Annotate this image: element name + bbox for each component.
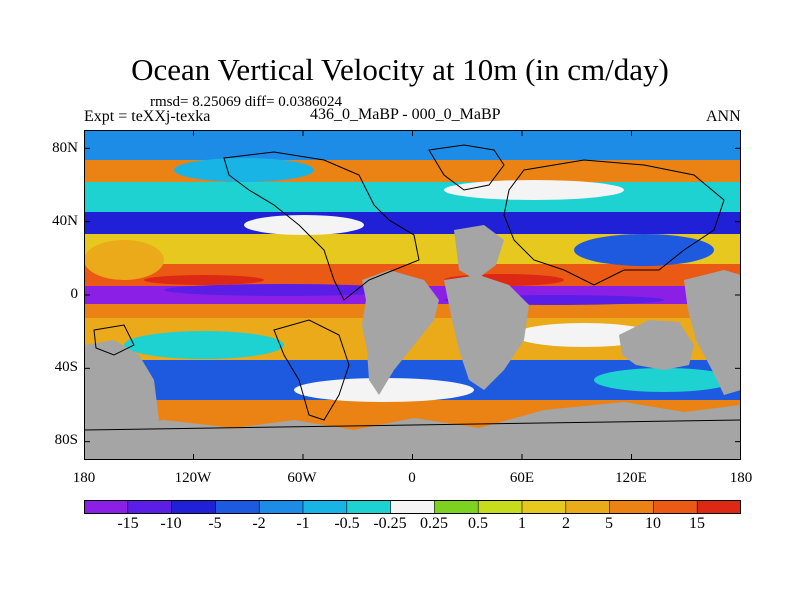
colorbar-swatch [653,500,698,514]
colorbar-label: 1 [518,515,526,532]
continent-south-2 [454,225,504,280]
antarctica [84,402,741,460]
colorbar-label: -15 [117,515,139,532]
lat-label: 80S [54,432,78,448]
colorbar-swatch [259,500,304,514]
rmsd-stats: rmsd= 8.25069 diff= 0.0386024 [150,94,343,110]
field-patch [174,158,314,182]
velocity-map [84,130,741,460]
difference-label: 436_0_MaBP - 000_0_MaBP [310,106,501,123]
continent-west-south [84,340,159,430]
colorbar-label: -2 [252,515,266,532]
coastlines [84,144,741,431]
colorbar-swatch [127,500,173,514]
continent-south-1 [362,270,439,395]
field-patch [514,323,654,347]
continent-southeast [619,320,694,370]
colorbar-swatch [522,500,567,514]
lat-label: 40S [54,359,78,375]
colorbar-swatch [215,500,260,514]
colorbar-swatch [697,500,741,514]
colorbar-label: -1 [296,515,310,532]
field-patch [574,234,714,266]
colorbar-label: -0.5 [334,515,360,532]
continent-east [684,270,741,395]
colorbar-label: 0.25 [420,515,448,532]
coastline [503,159,725,286]
colorbar-label: -10 [160,515,182,532]
colorbar-swatch [303,500,348,514]
colorbar-label: 15 [689,515,705,532]
colorbar-label: -0.25 [373,515,407,532]
colorbar-label: 10 [645,515,661,532]
coastline [223,151,420,301]
lon-label: 180 [729,470,753,486]
lat-label: 40N [52,213,78,229]
axis-ticks [84,130,741,460]
colorbar-swatch [609,500,654,514]
colorbar-swatch [346,500,392,514]
colorbar-swatch [478,500,523,514]
field-patch [84,240,164,280]
lat-label: 0 [70,286,79,302]
field-patch [144,275,264,285]
colorbar-swatch [171,500,216,514]
colorbar-frame [84,500,741,514]
coastline [428,144,505,191]
field-band-north-mid-b [84,212,741,234]
field-patch [124,331,284,359]
experiment-label: Expt = teXXj-texka [84,108,211,125]
colorbar-label: -5 [208,515,222,532]
colorbar-swatch [84,500,129,514]
lon-label: 0 [408,470,416,486]
lon-label: 60E [509,470,535,486]
colorbar-swatch [565,500,611,514]
field-patch [444,180,624,200]
land-mass [84,225,741,460]
field-patch [294,378,474,402]
period-label: ANN [706,108,741,125]
coastline [84,419,741,431]
field-patch [164,284,404,296]
colorbar [84,500,741,514]
colorbar-swatch [434,500,479,514]
coastline [93,324,135,356]
colorbar-label: 2 [562,515,570,532]
lon-label: 120E [615,470,647,486]
colorbar-label: 5 [605,515,613,532]
field-band-north-mid-a [84,182,741,212]
continent-south-3 [444,275,529,390]
lon-label: 120W [174,470,212,486]
colorbar-label: 0.5 [468,515,488,532]
coastline [273,319,350,421]
field-patch [594,368,734,392]
lon-label: 180 [72,470,96,486]
field-patch [244,215,364,235]
lat-label: 80N [52,140,78,156]
map-title: Ocean Vertical Velocity at 10m (in cm/da… [131,52,669,87]
lon-label: 60W [287,470,317,486]
colorbar-swatch [390,500,435,514]
